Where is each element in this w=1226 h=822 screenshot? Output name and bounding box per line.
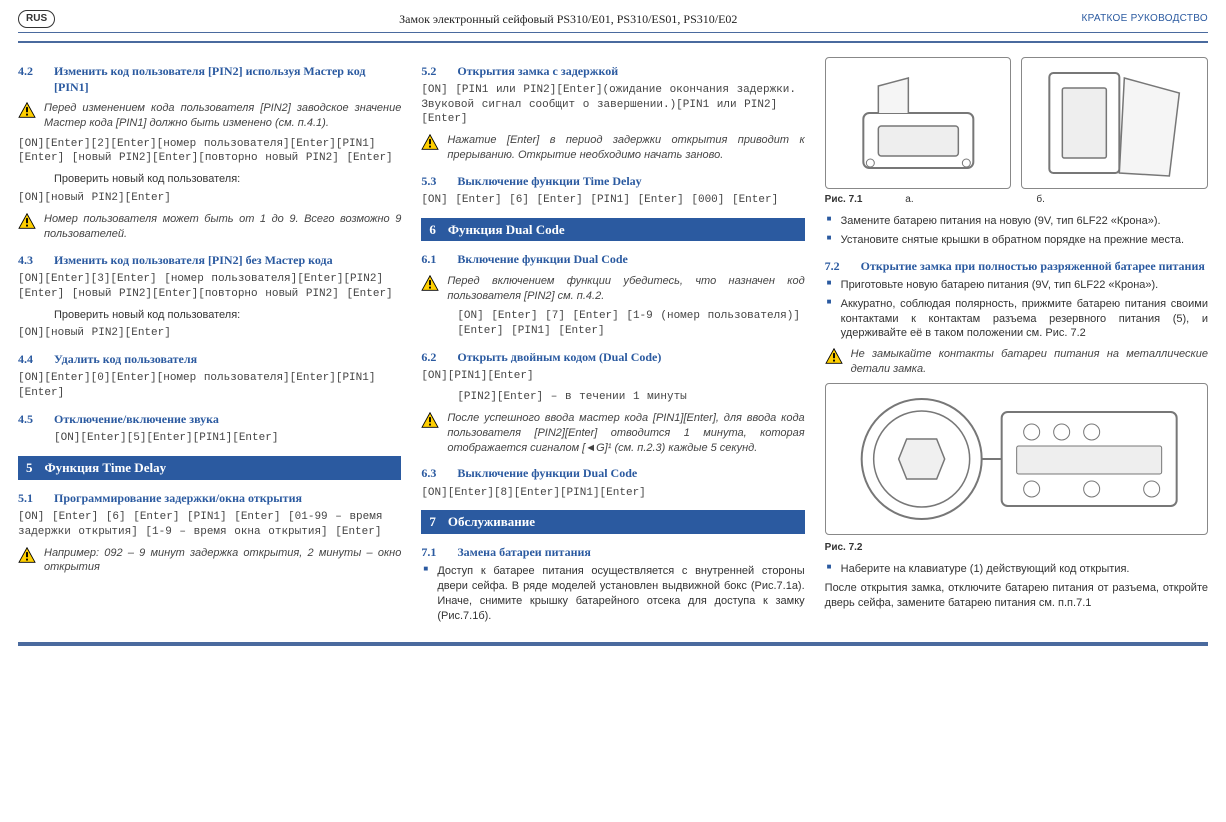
list-7-2a: Приготовьте новую батарею питания (9V, т… [825, 278, 1208, 341]
heading-6-1: 6.1Включение функции Dual Code [421, 251, 804, 267]
code-4-4: [ON][Enter][0][Enter][номер пользователя… [18, 371, 401, 401]
heading-7-2: 7.2Открытие замка при полностью разряжен… [825, 258, 1208, 274]
check-4-3: Проверить новый код пользователя: [54, 308, 401, 323]
code-4-2b: [ON][новый PIN2][Enter] [18, 191, 401, 206]
list-7-2b: Наберите на клавиатуре (1) действующий к… [825, 562, 1208, 577]
section-7-bar: 7Обслуживание [421, 510, 804, 534]
warning-icon [18, 547, 36, 563]
heading-4-3: 4.3Изменить код пользователя [PIN2] без … [18, 252, 401, 268]
column-2: 5.2Открытия замка с задержкой [ON] [PIN1… [421, 53, 804, 628]
heading-5-1: 5.1Программирование задержки/окна открыт… [18, 490, 401, 506]
list-item: Доступ к батарее питания осуществляется … [421, 564, 804, 623]
list-7-1b: Замените батарею питания на новую (9V, т… [825, 214, 1208, 248]
code-5-1: [ON] [Enter] [6] [Enter] [PIN1] [Enter] … [18, 510, 401, 540]
section-6-bar: 6Функция Dual Code [421, 218, 804, 242]
figure-7-2-caption: Рис. 7.2 [825, 541, 1208, 555]
code-5-2: [ON] [PIN1 или PIN2][Enter](ожидание око… [421, 83, 804, 128]
list-item: Наберите на клавиатуре (1) действующий к… [825, 562, 1208, 577]
doc-type-label: КРАТКОЕ РУКОВОДСТВО [1081, 12, 1208, 26]
code-4-2a: [ON][Enter][2][Enter][номер пользователя… [18, 137, 401, 167]
para-7-2: После открытия замка, отключите батарею … [825, 581, 1208, 611]
heading-4-2: 4.2Изменить код пользователя [PIN2] испо… [18, 63, 401, 95]
figure-7-2 [825, 383, 1208, 535]
warning-icon [18, 102, 36, 118]
warning-4-2b: Номер пользователя может быть от 1 до 9.… [18, 212, 401, 242]
list-item: Установите снятые крышки в обратном поря… [825, 233, 1208, 248]
warning-6-1: Перед включением функции убедитесь, что … [421, 274, 804, 304]
heading-5-3: 5.3Выключение функции Time Delay [421, 173, 804, 189]
column-1: 4.2Изменить код пользователя [PIN2] испо… [18, 53, 401, 628]
code-6-3: [ON][Enter][8][Enter][PIN1][Enter] [421, 486, 804, 501]
battery-cover-icon [1022, 58, 1207, 188]
check-4-2: Проверить новый код пользователя: [54, 172, 401, 187]
heading-4-5: 4.5Отключение/включение звука [18, 411, 401, 427]
list-7-1: Доступ к батарее питания осуществляется … [421, 564, 804, 623]
warning-7-2: Не замыкайте контакты батареи питания на… [825, 347, 1208, 377]
warning-6-2: После успешного ввода мастер кода [PIN1]… [421, 411, 804, 456]
heading-6-3: 6.3Выключение функции Dual Code [421, 465, 804, 481]
code-6-1: [ON] [Enter] [7] [Enter] [1-9 (номер пол… [457, 309, 804, 339]
warning-4-2: Перед изменением кода пользователя [PIN2… [18, 101, 401, 131]
figure-7-1b [1021, 57, 1208, 189]
column-3: Рис. 7.1 а. б. Замените батарею питания … [825, 53, 1208, 628]
top-rule [18, 41, 1208, 43]
list-item: Аккуратно, соблюдая полярность, прижмите… [825, 297, 1208, 342]
figure-7-1a [825, 57, 1012, 189]
heading-6-2: 6.2Открыть двойным кодом (Dual Code) [421, 349, 804, 365]
battery-box-icon [826, 58, 1011, 188]
code-6-2a: [ON][PIN1][Enter] [421, 369, 804, 384]
code-6-2b: [PIN2][Enter] – в течении 1 минуты [457, 390, 804, 405]
heading-7-1: 7.1Замена батареи питания [421, 544, 804, 560]
heading-4-4: 4.4Удалить код пользователя [18, 351, 401, 367]
columns: 4.2Изменить код пользователя [PIN2] испо… [18, 53, 1208, 628]
heading-5-2: 5.2Открытия замка с задержкой [421, 63, 804, 79]
page-title: Замок электронный сейфовый PS310/E01, PS… [55, 11, 1081, 27]
warning-icon [421, 412, 439, 428]
section-5-bar: 5Функция Time Delay [18, 456, 401, 480]
code-4-3b: [ON][новый PIN2][Enter] [18, 326, 401, 341]
warning-icon [421, 134, 439, 150]
warning-5-1: Например: 092 – 9 минут задержка открыти… [18, 546, 401, 576]
warning-5-2: Нажатие [Enter] в период задержки открыт… [421, 133, 804, 163]
code-4-3: [ON][Enter][3][Enter] [номер пользовател… [18, 272, 401, 302]
warning-icon [421, 275, 439, 291]
lang-badge: RUS [18, 10, 55, 28]
code-5-3: [ON] [Enter] [6] [Enter] [PIN1] [Enter] … [421, 193, 804, 208]
figure-7-1-caption: Рис. 7.1 а. б. [825, 193, 1208, 207]
list-item: Замените батарею питания на новую (9V, т… [825, 214, 1208, 229]
list-item: Приготовьте новую батарею питания (9V, т… [825, 278, 1208, 293]
figure-7-1-row [825, 57, 1208, 189]
header-bar: RUS Замок электронный сейфовый PS310/E01… [18, 10, 1208, 33]
bottom-rule [18, 642, 1208, 646]
code-4-5: [ON][Enter][5][Enter][PIN1][Enter] [54, 431, 401, 446]
lock-keypad-icon [826, 384, 1207, 534]
warning-icon [825, 348, 843, 364]
warning-icon [18, 213, 36, 229]
